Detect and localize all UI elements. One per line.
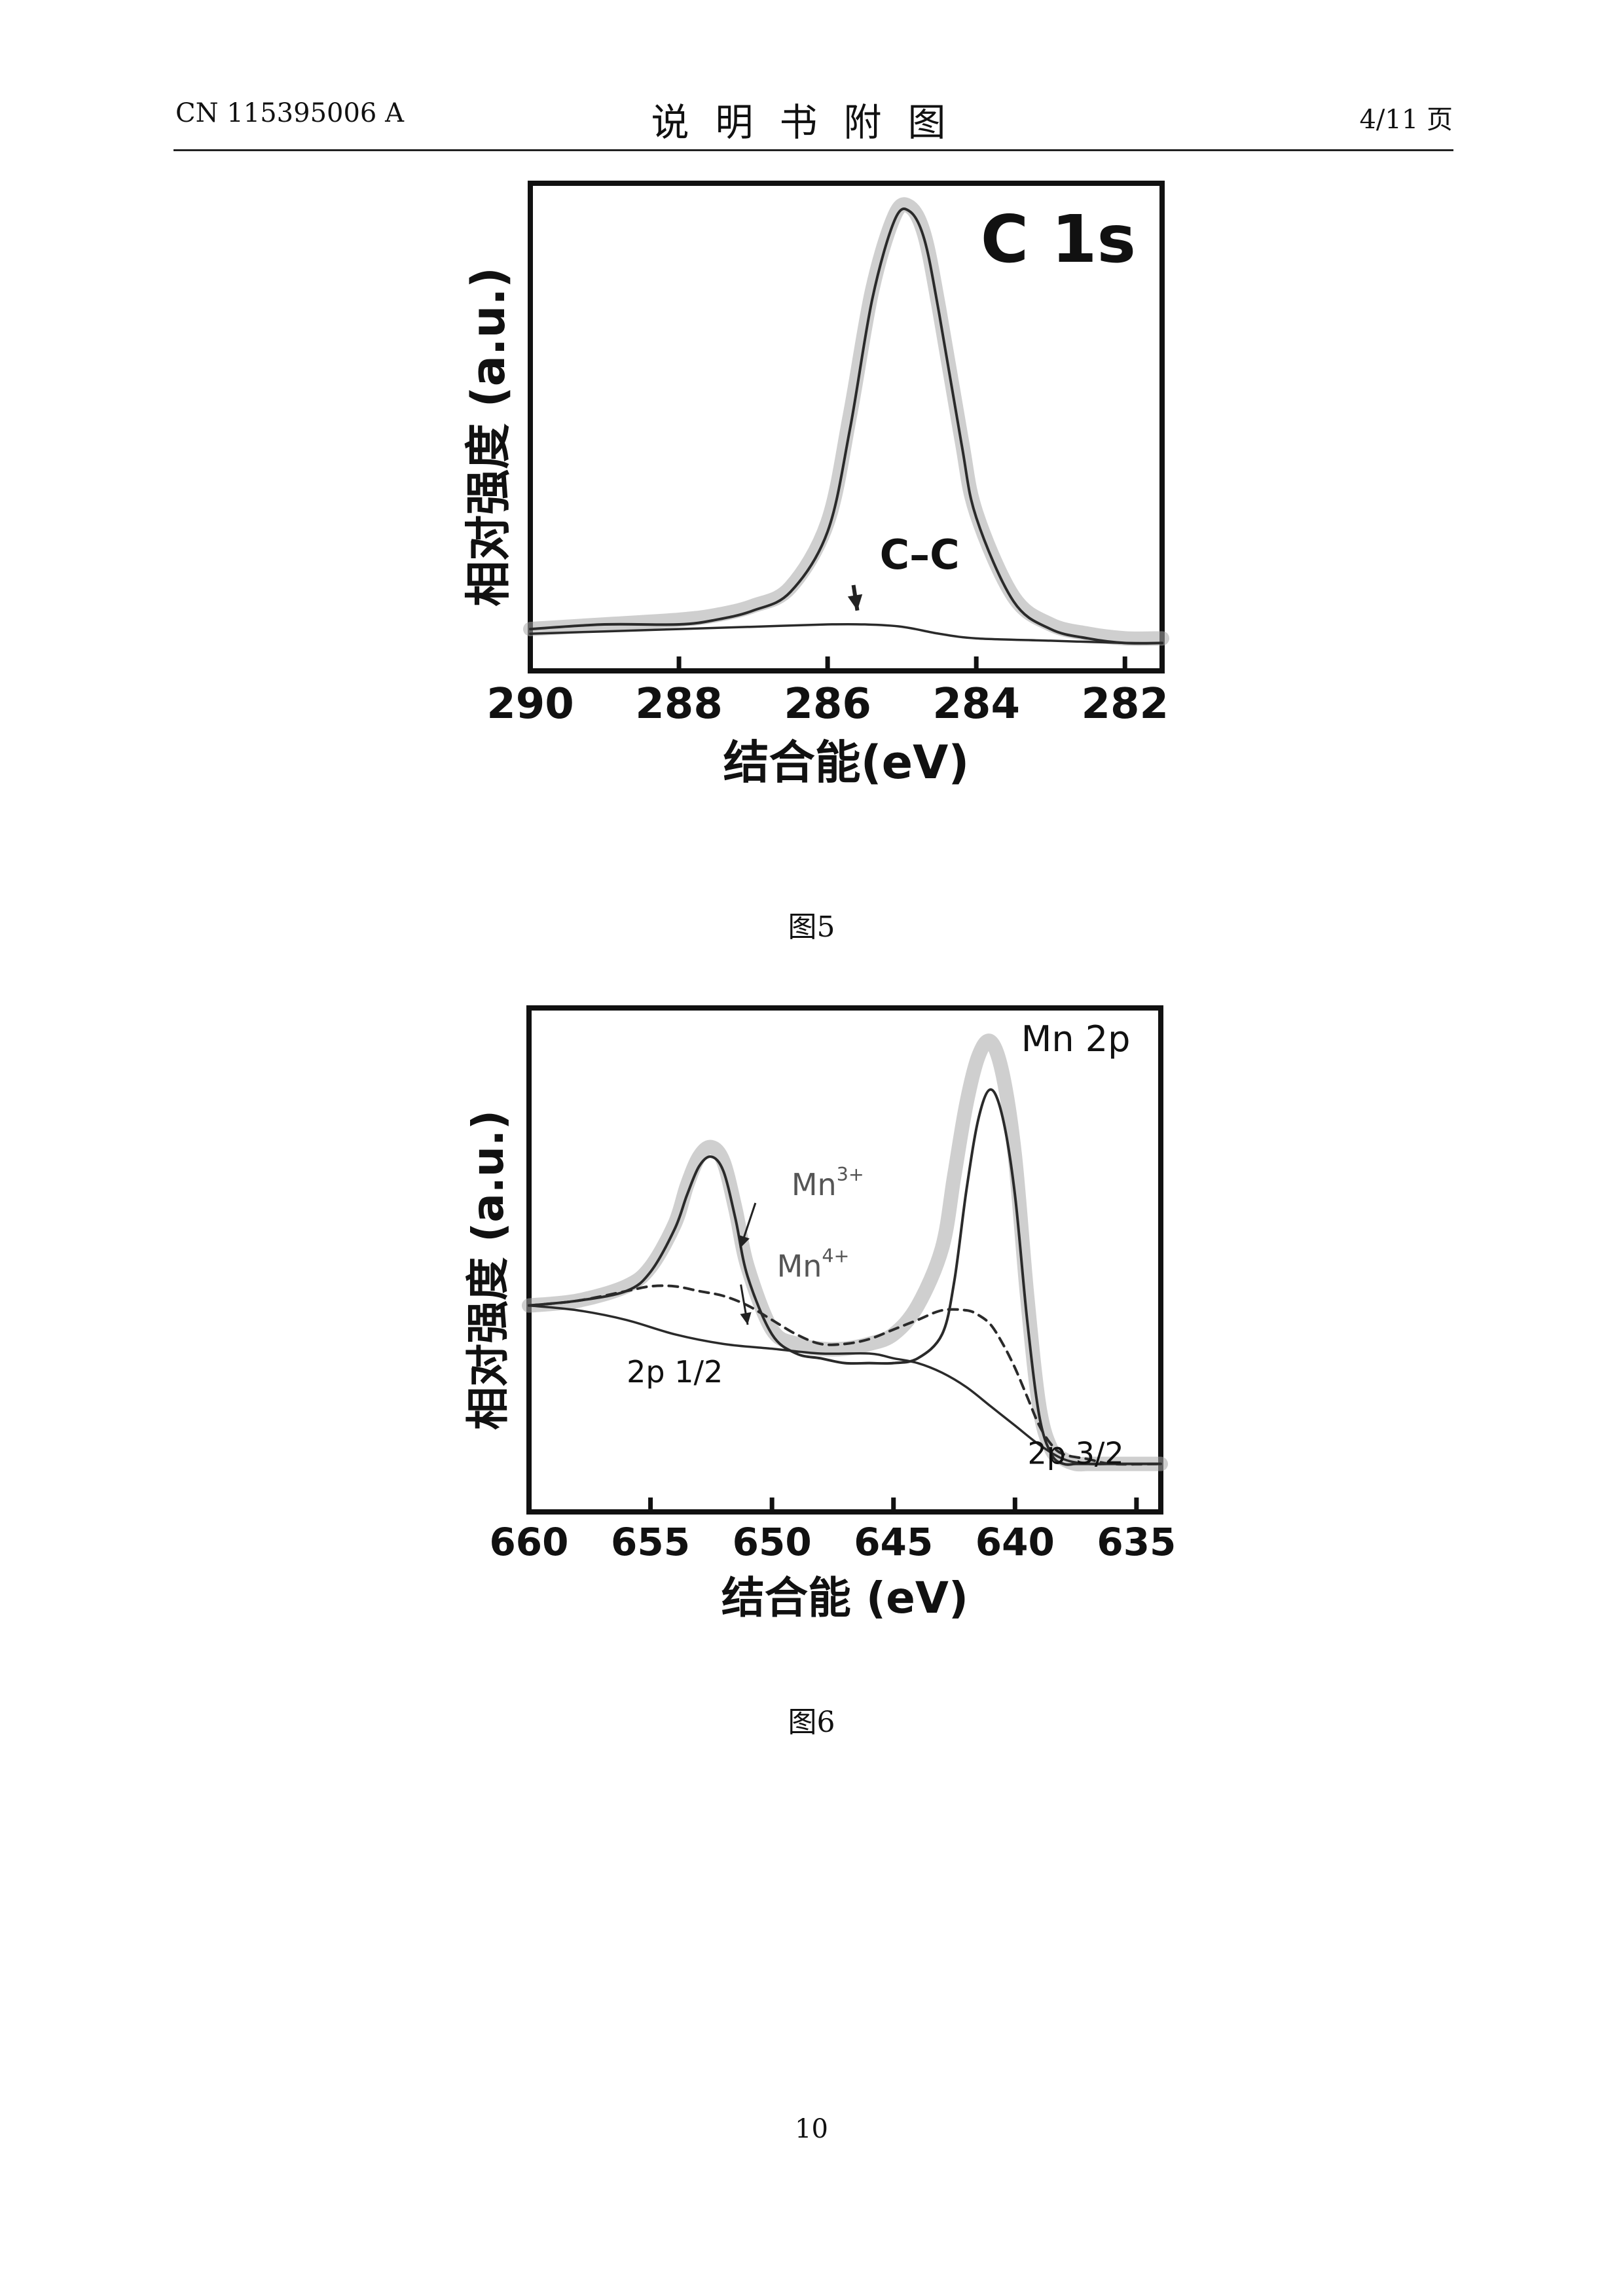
page-count: 4/11 页 [1359,105,1453,135]
fig6-annotation-3: 2p 3/2 [1028,1436,1124,1471]
fig6-x-axis-label: 结合能 (eV) [721,1573,968,1623]
fig6-xtick-label-2: 650 [733,1520,812,1564]
fig5-series-background [529,622,1163,645]
patent-number: CN 115395006 A [175,98,404,128]
fig6-series-background [528,1304,1162,1465]
fig6-annotation-arrowhead-1 [740,1312,752,1325]
figure-6-mn2p-chart: 660 655 650 645 640 635 结合能 (eV) 相对强度 (a.u.) Mn3… [463,1005,1176,1623]
fig6-xtick-label-0: 660 [489,1520,568,1564]
fig6-xtick-label-1: 655 [611,1520,690,1564]
fig6-plot-frame [526,1005,1163,1515]
fig5-plot-frame [528,181,1165,673]
figure-6-marks: 660 655 650 645 640 635 结合能 (eV) 相对强度 (a.u.) Mn3… [463,1005,1176,1623]
fig6-y-axis-label: 相对强度 (a.u.) [463,1110,513,1430]
fig6-annotation-sup-0: 3+ [837,1164,864,1185]
fig5-x-axis-label: 结合能(eV) [723,736,970,789]
page-number: 10 [795,2114,828,2144]
fig6-series-raw-data [522,1033,1168,1472]
fig6-annotation-sup-1: 4+ [822,1246,849,1267]
figure-5-c1s-chart: 290 288 286 284 282 结合能(eV) 相对强度 (a.u.) C 1s C–C [462,181,1169,789]
fig6-series-fit-mn4 [528,1284,1162,1466]
fig6-series-fit-mn3 [528,1088,1162,1466]
fig5-xtick-label-0: 290 [486,680,574,728]
fig6-annotation-1: Mn4+ [777,1246,850,1284]
fig5-xtick-label-3: 284 [932,680,1020,728]
fig6-annotation-arrowhead-0 [739,1234,750,1248]
fig6-annotation-0: Mn3+ [792,1164,864,1202]
fig6-xtick-label-5: 635 [1097,1520,1176,1564]
figure-5-marks: 290 288 286 284 282 结合能(eV) 相对强度 (a.u.) C 1s C–C [462,181,1169,789]
figure-5-caption: 图5 [788,910,835,944]
fig6-annotation-4: Mn 2p [1021,1018,1131,1060]
fig5-annotation-arrowhead-0 [847,594,863,611]
fig5-annotation-0: C–C [880,531,960,579]
fig5-xtick-label-2: 286 [784,680,871,728]
fig6-annotation-2: 2p 1/2 [627,1354,723,1390]
document-section-title: 说明书附图 [651,100,972,145]
fig6-xtick-label-4: 640 [976,1520,1055,1564]
fig5-series-raw-data [523,197,1169,646]
header-rule [173,149,1453,151]
fig5-xtick-label-4: 282 [1081,680,1169,728]
fig5-series-fit-c-c [529,207,1163,645]
fig5-y-axis-label: 相对强度 (a.u.) [462,267,515,607]
fig6-xtick-label-3: 645 [854,1520,933,1564]
figure-6-caption: 图6 [788,1706,835,1739]
fig5-chart-title: C 1s [981,201,1136,278]
fig5-xtick-label-1: 288 [635,680,723,728]
